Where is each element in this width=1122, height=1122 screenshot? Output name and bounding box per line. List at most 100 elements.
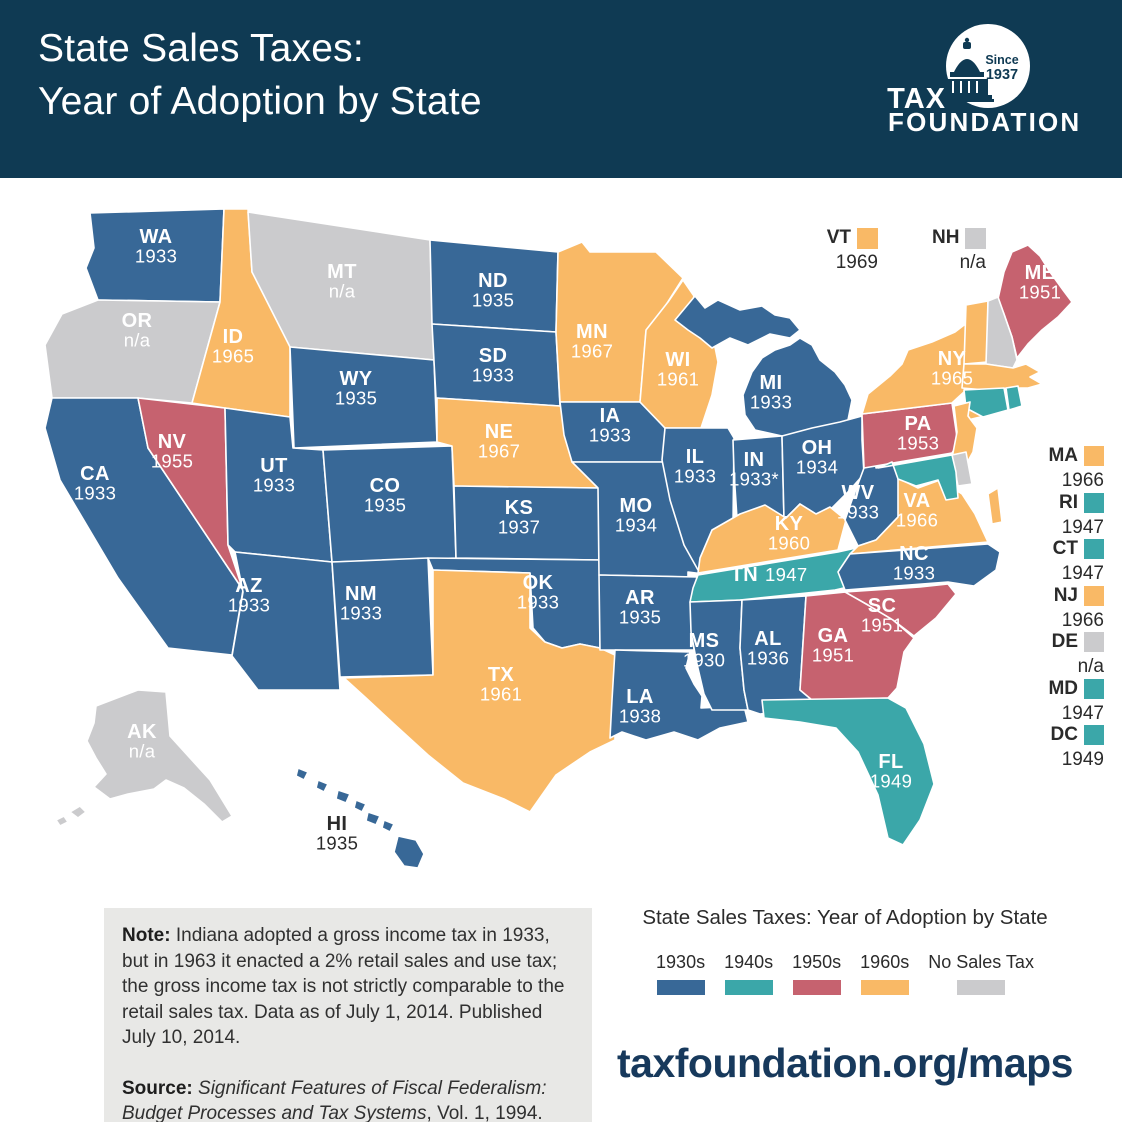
state-label-ny: NY [938, 348, 967, 370]
legend-abbr: NH [932, 227, 960, 248]
state-la [609, 649, 749, 741]
legend-label: 1950s [792, 952, 842, 972]
state-tx [343, 569, 616, 813]
state-label-mt: MT [327, 261, 357, 283]
state-year-wi: 1961 [657, 369, 699, 390]
legend-abbr: VT [826, 227, 851, 248]
legend-swatch [1084, 586, 1104, 606]
state-label-nc: NC [899, 543, 929, 565]
legend-swatch [1084, 493, 1104, 513]
state-year-az: 1933 [228, 595, 270, 616]
state-year-ms: 1930 [683, 650, 725, 671]
state-year-fl: 1949 [870, 771, 912, 792]
legend-year: 1947 [1061, 517, 1104, 538]
state-label-sc: SC [868, 595, 897, 617]
legend-item-ct: CT 1947 [1012, 538, 1104, 585]
legend-color-swatch [792, 980, 841, 995]
legend-label: 1940s [724, 952, 774, 972]
legend-swatch [1084, 539, 1104, 559]
state-label-tx: TX [488, 664, 515, 686]
legend-item-1940s: 1940s [724, 952, 773, 995]
state-year-mi: 1933 [750, 392, 792, 413]
state-label-ms: MS [689, 630, 720, 652]
source-text: Source: Significant Features of Fiscal F… [122, 1077, 547, 1122]
state-label-mi: MI [759, 372, 782, 394]
state-label-la: LA [626, 686, 653, 708]
legend-year: 1966 [1061, 470, 1104, 491]
state-label-sd: SD [479, 345, 508, 367]
state-year-ga: 1951 [812, 645, 854, 666]
legend-item-nj: NJ 1966 [1012, 585, 1104, 632]
legend-swatch [1084, 632, 1104, 652]
state-label-co: CO [370, 475, 401, 497]
state-label-ne: NE [485, 421, 514, 443]
state-label-fl: FL [878, 751, 903, 773]
legend-item-1930s: 1930s [656, 952, 705, 995]
state-label-ca: CA [80, 463, 110, 485]
state-tn [689, 547, 857, 603]
header: State Sales Taxes: Year of Adoption by S… [0, 0, 1122, 178]
state-label-wv: WV [841, 482, 874, 504]
state-label-wi: WI [665, 349, 690, 371]
state-label-tn: TN 1947 [731, 564, 808, 586]
note-text: Note: Indiana adopted a gross income tax… [122, 925, 565, 1048]
state-label-ar: AR [625, 587, 655, 609]
state-year-ok: 1933 [517, 592, 559, 613]
state-fl [761, 697, 935, 846]
state-nc [837, 543, 1001, 591]
state-year-sd: 1933 [472, 365, 514, 386]
state-year-tx: 1961 [480, 684, 522, 705]
page-title-line2: Year of Adoption by State [38, 80, 482, 123]
legend-year: n/a [959, 252, 986, 273]
legend-abbr: DE [1051, 631, 1078, 652]
legend-year: 1969 [835, 252, 878, 273]
state-az [231, 551, 341, 691]
state-label-in: IN [744, 449, 765, 471]
legend-color-swatch [724, 980, 773, 995]
state-label-al: AL [754, 628, 781, 650]
note-label: Note: [122, 925, 171, 946]
page-title: State Sales Taxes: Year of Adoption by S… [38, 22, 482, 128]
legend-year: 1949 [1061, 749, 1104, 770]
state-ma [961, 363, 1043, 391]
legend-item-ma: MA 1966 [1012, 445, 1104, 492]
state-va [849, 477, 1003, 555]
state-year-mo: 1934 [615, 515, 657, 536]
state-year-wv: 1933 [837, 502, 879, 523]
state-label-mn: MN [576, 321, 608, 343]
state-year-hi: 1935 [316, 833, 358, 854]
logo-since: Since [985, 53, 1018, 67]
state-year-ne: 1967 [478, 441, 520, 462]
state-label-ak: AK [127, 721, 157, 743]
state-label-nd: ND [478, 270, 508, 292]
state-label-me: ME [1025, 262, 1056, 284]
map-legend-vt: VT 1969 [824, 227, 878, 274]
legend-year: 1947 [1061, 703, 1104, 724]
state-year-nm: 1933 [340, 603, 382, 624]
logo-foundation: FOUNDATION [888, 107, 1081, 137]
state-label-ks: KS [505, 497, 534, 519]
legend-abbr: DC [1050, 724, 1078, 745]
legend-year: 1947 [1061, 563, 1104, 584]
logo-1937: 1937 [986, 67, 1018, 83]
state-label-nv: NV [158, 431, 187, 453]
legend-swatch [965, 227, 986, 249]
footer-url: taxfoundation.org/maps [617, 1040, 1073, 1086]
source-title: Significant Features of Fiscal Federalis… [122, 1077, 547, 1122]
state-vt [963, 300, 989, 365]
legend-item-ri: RI 1947 [1012, 492, 1104, 539]
tax-foundation-logo: Since 1937 TAX FOUNDATION [887, 24, 1081, 137]
state-label-ky: KY [775, 513, 804, 535]
legend-abbr: CT [1052, 538, 1078, 559]
state-label-il: IL [686, 446, 705, 468]
state-ri [1005, 385, 1023, 411]
legend-abbr: MD [1048, 678, 1078, 699]
legend-item-1960s: 1960s [860, 952, 909, 995]
state-label-az: AZ [235, 575, 262, 597]
legend-color-swatch [957, 980, 1006, 995]
state-year-co: 1935 [364, 495, 406, 516]
legend-item-no-sales-tax: No Sales Tax [928, 952, 1034, 995]
legend-label: No Sales Tax [928, 952, 1034, 972]
state-year-la: 1938 [619, 706, 661, 727]
